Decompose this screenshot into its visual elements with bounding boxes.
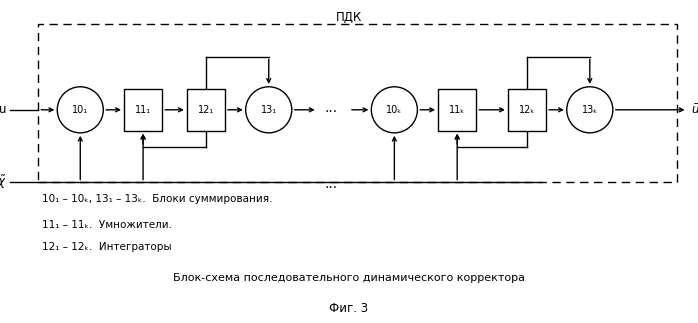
Text: 12₁ – 12ₖ.  Интеграторы: 12₁ – 12ₖ. Интеграторы bbox=[42, 242, 172, 252]
Text: $\tilde{\chi}$: $\tilde{\chi}$ bbox=[0, 174, 7, 191]
Ellipse shape bbox=[371, 87, 417, 133]
Text: 13₁: 13₁ bbox=[260, 105, 277, 115]
Text: u: u bbox=[0, 103, 7, 116]
Ellipse shape bbox=[567, 87, 613, 133]
Text: ...: ... bbox=[325, 101, 338, 115]
Text: 10ₖ: 10ₖ bbox=[386, 105, 403, 115]
Bar bbox=[124, 89, 162, 131]
Text: $\bar{u}$: $\bar{u}$ bbox=[691, 103, 698, 117]
Text: 11₁: 11₁ bbox=[135, 105, 151, 115]
Bar bbox=[38, 24, 677, 182]
Text: ПДК: ПДК bbox=[336, 11, 362, 24]
Ellipse shape bbox=[246, 87, 292, 133]
Text: 13ₖ: 13ₖ bbox=[581, 105, 598, 115]
Text: 10₁ – 10ₖ, 13₁ – 13ₖ.  Блоки суммирования.: 10₁ – 10ₖ, 13₁ – 13ₖ. Блоки суммирования… bbox=[42, 194, 272, 204]
Text: 11ₖ: 11ₖ bbox=[449, 105, 466, 115]
Text: 10₁: 10₁ bbox=[72, 105, 89, 115]
Text: 12ₖ: 12ₖ bbox=[519, 105, 535, 115]
Bar bbox=[438, 89, 477, 131]
Text: Фиг. 3: Фиг. 3 bbox=[329, 302, 369, 315]
Text: Блок-схема последовательного динамического корректора: Блок-схема последовательного динамическо… bbox=[173, 273, 525, 283]
Ellipse shape bbox=[57, 87, 103, 133]
Text: 12₁: 12₁ bbox=[198, 105, 214, 115]
Text: ...: ... bbox=[325, 177, 338, 191]
Text: 11₁ – 11ₖ.  Умножители.: 11₁ – 11ₖ. Умножители. bbox=[42, 220, 172, 230]
Bar bbox=[508, 89, 547, 131]
Bar bbox=[186, 89, 225, 131]
